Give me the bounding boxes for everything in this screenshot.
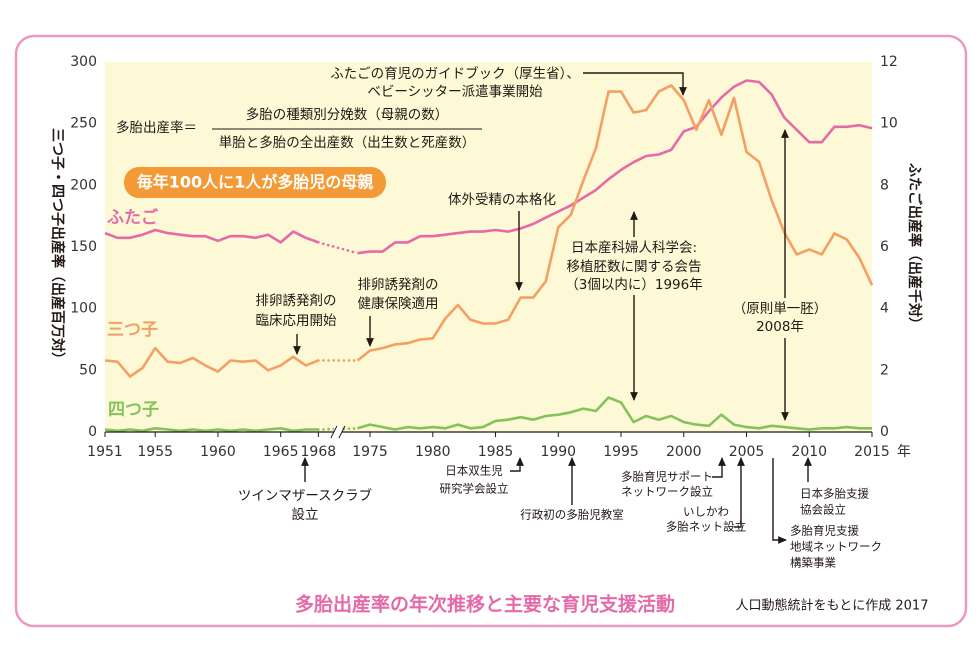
series-line (104, 79, 873, 255)
x-tick-label: 1955 (137, 444, 173, 460)
y-tick-label: 150 (70, 239, 97, 255)
annotation: ふたごの育児のガイドブック（厚生省）、 (330, 65, 580, 82)
arrow (734, 457, 745, 528)
arrow (772, 458, 787, 544)
y2-tick-label: 6 (880, 239, 889, 255)
y2-tick-label: 4 (880, 301, 889, 317)
y2-tick-label: 10 (880, 116, 898, 132)
x-tick-label: 1951 (87, 444, 123, 460)
annotation: 健康保険適用 (358, 295, 439, 312)
chart-title: 多胎出産率の年次推移と主要な育児支援活動 (295, 593, 675, 616)
y-axis-title: 三つ子・四つ子出産率（出産百万対） (49, 128, 66, 366)
axis-break (330, 425, 338, 439)
axis-break (338, 425, 346, 439)
y-tick-label: 50 (79, 362, 97, 378)
arrow (712, 457, 726, 478)
y2-tick-label: 2 (880, 362, 889, 378)
x-tick-label: 1975 (352, 444, 388, 460)
annotation: 排卵誘発剤の (256, 293, 337, 309)
x-tick-label: 2005 (729, 444, 765, 460)
y-tick-label: 300 (70, 54, 97, 70)
annotation: 日本産科婦人科学会: (571, 239, 697, 256)
y2-tick-label: 8 (880, 177, 889, 193)
annotation: 日本双生児 (445, 464, 503, 478)
annotation: 2008年 (756, 319, 804, 335)
annotation: 移植胚数に関する会告 (567, 259, 702, 275)
annotation: （3個以内に）1996年 (565, 277, 702, 293)
annotation: 多胎ネット設立 (666, 520, 747, 534)
annotation: （原則単一胚） (733, 301, 828, 317)
axis-break-gap (333, 426, 342, 438)
marks (104, 79, 874, 433)
x-tick-label: 1960 (200, 444, 236, 460)
x-tick-label: 1990 (540, 444, 576, 460)
legend-label: ふたご (107, 207, 159, 228)
x-tick-label: 1985 (478, 444, 514, 460)
y-tick-label: 200 (70, 177, 97, 193)
arrow (583, 72, 687, 96)
y-tick-label: 100 (70, 301, 97, 317)
arrow (510, 457, 524, 472)
annotation: 多胎育児サポート (621, 470, 713, 484)
x-tick-label: 2010 (791, 444, 827, 460)
series-line (104, 84, 874, 378)
annotation: 日本多胎支援 (800, 487, 869, 501)
annotation: いしかわ (683, 505, 729, 519)
y2-tick-label: 0 (880, 424, 889, 440)
annotation: ツインマザースクラブ (238, 487, 373, 504)
annotation: 体外受精の本格化 (448, 192, 556, 208)
formula-left: 多胎出産率＝ (116, 119, 197, 136)
x-tick-label: 1965 (263, 444, 299, 460)
x-tick-label: 1968 (301, 444, 337, 460)
annotation: ネットワーク設立 (621, 485, 713, 499)
legend-label: 四つ子 (108, 400, 159, 420)
annotation: ベビーシッター派遣事業開始 (367, 84, 543, 100)
y-tick-label: 0 (88, 424, 97, 440)
x-tick-label: 2015 (854, 444, 890, 460)
x-tick-label: 2000 (666, 444, 702, 460)
legend-label: 三つ子 (107, 320, 158, 340)
badge-bg (124, 167, 386, 198)
annotation: 行政初の多胎児教室 (520, 508, 624, 522)
annotation: 構築事業 (790, 556, 836, 570)
y-tick-label: 250 (70, 116, 97, 132)
annotation: 排卵誘発剤の (358, 277, 439, 293)
x-tick-label: 1995 (603, 444, 639, 460)
annotation: 研究学会設立 (440, 482, 509, 496)
formula-denominator: 単胎と多胎の全出産数（出生数と死産数） (219, 134, 476, 151)
y2-tick-label: 12 (880, 54, 898, 70)
annotation: 地域ネットワーク (790, 540, 882, 554)
formula-numerator: 多胎の種類別分娩数（母親の数） (246, 106, 449, 123)
source: 人口動態統計をもとに作成 2017 (736, 598, 929, 614)
y2-axis-title: ふたご出産率（出産千対） (906, 163, 923, 331)
x-tick-label: 1980 (415, 444, 451, 460)
annotation: 臨床応用開始 (256, 313, 337, 329)
series-line (104, 396, 872, 433)
annotation: 協会設立 (800, 503, 846, 517)
x-axis-unit: 年 (897, 444, 911, 460)
annotation: 設立 (292, 507, 319, 523)
gap-connector (317, 241, 359, 255)
plot-area (105, 62, 872, 432)
annotation: 多胎育児支援 (790, 524, 859, 538)
badge: 毎年100人に1人が多胎児の母親 (137, 173, 374, 192)
